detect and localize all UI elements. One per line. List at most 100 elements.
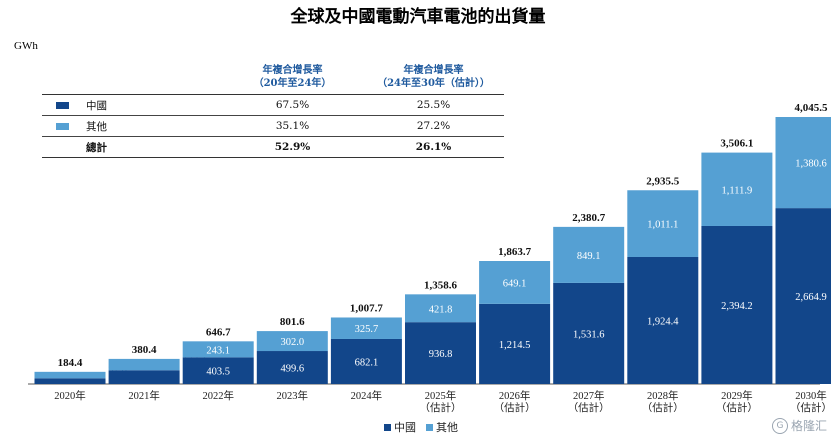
cagr-value: 67.5%	[222, 94, 363, 116]
bar-segment-china	[34, 378, 106, 384]
x-tick-label: 2027年	[573, 389, 605, 402]
cagr-row-other: 其他 35.1% 27.2%	[42, 115, 504, 137]
x-tick-label: 2030年	[795, 389, 827, 402]
data-label-other: 849.1	[577, 251, 601, 262]
data-label-other: 325.7	[355, 324, 379, 335]
cagr-row-name: 中國	[86, 94, 222, 116]
legend-label: 其他	[436, 421, 458, 434]
bar-segment-other	[182, 341, 254, 358]
data-label-china: 1,924.4	[647, 316, 679, 327]
cagr-value: 52.9%	[222, 136, 363, 158]
bar-segment-other	[775, 117, 831, 209]
bar-segment-other	[34, 371, 106, 379]
data-label-china: 682.1	[355, 357, 379, 368]
bar-segment-china	[553, 282, 625, 384]
data-label-china: 1,531.6	[573, 329, 605, 340]
bar-segment-china	[330, 338, 402, 384]
total-label: 1,863.7	[498, 246, 532, 258]
x-tick-label: 2029年	[721, 389, 753, 402]
total-label: 801.6	[280, 316, 305, 328]
cagr-value: 26.1%	[363, 136, 504, 158]
x-tick-label: 2024年	[351, 389, 383, 402]
x-tick-label: （估計）	[568, 401, 610, 414]
cagr-table-header: 年複合增長率 （20年至24年） 年複合增長率 （24年至30年（估計））	[42, 60, 504, 95]
bar-segment-other	[627, 190, 699, 257]
x-tick-label: 2021年	[128, 389, 160, 402]
watermark-icon: G	[771, 417, 788, 434]
cagr-value: 27.2%	[363, 115, 504, 137]
cagr-row-name: 其他	[86, 115, 222, 137]
x-tick-label: （估計）	[494, 401, 536, 414]
total-label: 3,506.1	[720, 138, 753, 150]
data-label-other: 1,011.1	[647, 220, 678, 231]
cagr-value: 25.5%	[363, 94, 504, 116]
chart-marks: 86.697.8184.42020年208.1172.3380.42021年40…	[34, 102, 831, 414]
bar-segment-other	[553, 226, 625, 283]
legend-swatch-china	[384, 423, 391, 431]
bar-segment-china	[775, 208, 831, 384]
total-label: 184.4	[58, 357, 83, 369]
x-tick-label: 2022年	[202, 389, 234, 402]
total-label: 4,045.5	[795, 102, 829, 114]
legend-item-other: 其他	[426, 419, 458, 435]
bar-segment-china	[627, 256, 699, 384]
bar-segment-other	[108, 358, 180, 371]
x-tick-label: （估計）	[790, 401, 831, 414]
bar-segment-china	[108, 370, 180, 384]
bar-segment-china	[405, 322, 476, 384]
x-tick-label: （估計）	[716, 401, 758, 414]
chart-title: 全球及中國電動汽車電池的出貨量	[290, 6, 546, 27]
cagr-table: 年複合增長率 （20年至24年） 年複合增長率 （24年至30年（估計）） 中國…	[42, 60, 504, 158]
bar-segment-other	[256, 331, 328, 352]
data-label-other: 1,111.9	[722, 185, 753, 196]
data-label-other: 1,380.6	[795, 159, 827, 170]
x-tick-label: （估計）	[420, 401, 462, 414]
x-tick-label: 2026年	[499, 389, 531, 402]
legend-item-china: 中國	[384, 419, 416, 435]
data-label-china: 2,394.2	[721, 301, 753, 312]
total-label: 2,935.5	[646, 175, 680, 187]
watermark-logo: G 格隆汇	[771, 417, 827, 434]
cagr-row-total: 總計 52.9% 26.1%	[42, 136, 504, 158]
bar-segment-other	[330, 317, 402, 339]
watermark-text: 格隆汇	[790, 419, 827, 433]
bar-segment-china	[701, 225, 773, 384]
x-tick-label: 2028年	[647, 389, 679, 402]
chart-legend: 中國 其他	[384, 419, 468, 435]
data-label-other: 302.0	[280, 337, 304, 348]
bar-segment-china	[182, 357, 254, 384]
x-tick-label: 2023年	[277, 389, 309, 402]
data-label-china: 499.6	[280, 364, 304, 375]
china-swatch	[56, 101, 69, 109]
unit-label: GWh	[14, 40, 38, 52]
data-label-china: 936.8	[429, 349, 453, 360]
legend-label: 中國	[394, 421, 416, 434]
x-tick-label: （估計）	[642, 401, 684, 414]
data-label-other: 421.8	[429, 304, 453, 315]
data-label-other: 243.1	[206, 345, 230, 356]
cagr-header-2020-2024: 年複合增長率 （20年至24年）	[222, 60, 363, 95]
cagr-row-china: 中國 67.5% 25.5%	[42, 94, 504, 116]
bar-segment-china	[479, 303, 551, 384]
cagr-header-2024-2030: 年複合增長率 （24年至30年（估計））	[363, 60, 504, 95]
total-label: 1,358.6	[424, 279, 458, 291]
bar-segment-other	[405, 294, 476, 323]
total-label: 2,380.7	[572, 212, 606, 224]
total-label: 646.7	[206, 326, 231, 338]
data-label-china: 1,214.5	[499, 340, 531, 351]
total-label: 380.4	[132, 344, 157, 356]
bar-segment-china	[256, 351, 328, 384]
cagr-value: 35.1%	[222, 115, 363, 137]
bar-segment-other	[701, 152, 773, 226]
data-label-other: 649.1	[503, 278, 527, 289]
x-tick-label: 2020年	[54, 389, 86, 402]
other-swatch	[56, 122, 69, 130]
data-label-china: 2,664.9	[795, 292, 827, 303]
legend-swatch-other	[426, 423, 433, 431]
total-label: 1,007.7	[350, 302, 384, 314]
x-tick-label: 2025年	[425, 389, 457, 402]
data-label-china: 403.5	[206, 367, 230, 378]
cagr-row-name: 總計	[86, 136, 222, 158]
bar-segment-other	[479, 261, 551, 304]
